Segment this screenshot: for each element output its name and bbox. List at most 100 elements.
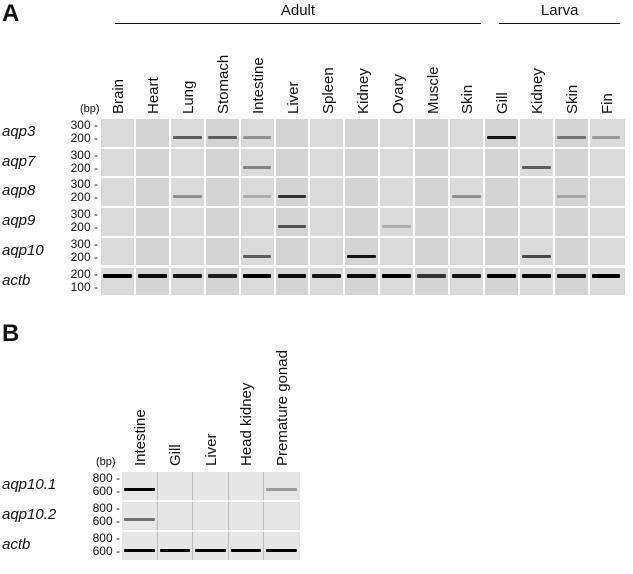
lane-separator bbox=[238, 148, 241, 177]
gel-lane bbox=[205, 119, 239, 147]
gel-lane bbox=[554, 237, 588, 266]
gel-band bbox=[556, 195, 586, 199]
gel-strip-aqp10-2 bbox=[122, 502, 300, 530]
lane-separator bbox=[517, 267, 520, 295]
gel-band bbox=[137, 273, 167, 278]
gel-strip-aqp9 bbox=[101, 208, 625, 236]
lane-separator bbox=[552, 237, 555, 266]
size-marker-lower: 200 bbox=[58, 161, 98, 175]
gel-band bbox=[521, 165, 551, 169]
column-label-muscle: Muscle bbox=[424, 66, 442, 114]
gel-lane bbox=[135, 178, 169, 206]
gel-lane bbox=[345, 178, 379, 206]
gel-lane bbox=[450, 178, 483, 206]
gel-lane bbox=[135, 208, 169, 236]
lane-separator bbox=[238, 208, 241, 236]
lane-separator bbox=[273, 267, 276, 295]
panel-a-letter: A bbox=[2, 0, 20, 27]
gel-lane bbox=[380, 148, 414, 177]
gel-band bbox=[521, 273, 551, 278]
gel-lane bbox=[345, 237, 379, 266]
lane-separator bbox=[263, 472, 264, 500]
gel-lane bbox=[193, 472, 228, 500]
lane-separator bbox=[238, 119, 241, 147]
size-marker-upper: 800 bbox=[78, 531, 120, 545]
gel-lane bbox=[240, 267, 274, 295]
gel-band bbox=[242, 273, 272, 278]
group-line-larva bbox=[498, 23, 621, 24]
gel-lane bbox=[240, 148, 274, 177]
gel-lane bbox=[415, 148, 448, 177]
gel-band bbox=[382, 225, 412, 229]
size-marker-upper: 200 bbox=[58, 267, 98, 281]
gel-band bbox=[277, 225, 307, 229]
lane-separator bbox=[448, 208, 450, 236]
gel-lane bbox=[205, 208, 239, 236]
lane-separator bbox=[482, 119, 485, 147]
gel-lane bbox=[519, 237, 553, 266]
gel-lane bbox=[275, 178, 309, 206]
gel-lane bbox=[264, 502, 299, 530]
lane-separator bbox=[517, 178, 520, 206]
lane-separator bbox=[552, 267, 555, 295]
gene-label-aqp8: aqp8 bbox=[2, 182, 36, 200]
lane-separator bbox=[413, 178, 416, 206]
lane-separator bbox=[378, 267, 381, 295]
column-label-kidney: Kidney bbox=[354, 68, 372, 114]
gel-band bbox=[591, 273, 621, 278]
lane-separator bbox=[482, 237, 485, 266]
gel-lane bbox=[554, 267, 588, 295]
lane-separator bbox=[517, 208, 520, 236]
gel-lane bbox=[205, 237, 239, 266]
size-marker-lower: 200 bbox=[58, 190, 98, 204]
gel-lane bbox=[205, 178, 239, 206]
column-label-brain: Brain bbox=[110, 78, 128, 114]
gene-label-aqp9: aqp9 bbox=[2, 212, 36, 230]
gel-strip-aqp10 bbox=[101, 237, 625, 266]
lane-separator bbox=[273, 208, 276, 236]
size-marker-lower: 200 bbox=[58, 131, 98, 145]
lane-separator bbox=[133, 148, 136, 177]
gel-band bbox=[521, 254, 551, 258]
lane-separator bbox=[192, 472, 193, 500]
gel-lane bbox=[205, 148, 239, 177]
gel-band bbox=[124, 518, 155, 521]
group-line-adult bbox=[115, 23, 481, 24]
gel-lane bbox=[240, 119, 274, 147]
gel-lane bbox=[450, 237, 483, 266]
gel-band bbox=[556, 273, 586, 278]
lane-separator bbox=[227, 472, 229, 500]
gel-band bbox=[277, 273, 307, 278]
lane-separator bbox=[203, 148, 206, 177]
gel-lane bbox=[135, 237, 169, 266]
gel-lane bbox=[310, 267, 344, 295]
lane-separator bbox=[133, 178, 136, 206]
lane-separator bbox=[273, 148, 276, 177]
panel-b-bp-unit: (bp) bbox=[96, 456, 116, 468]
gel-lane bbox=[170, 148, 204, 177]
gel-band bbox=[230, 549, 261, 552]
lane-separator bbox=[413, 267, 416, 295]
gel-band bbox=[103, 273, 132, 278]
gel-lane bbox=[275, 267, 309, 295]
gel-lane bbox=[450, 148, 483, 177]
gel-band bbox=[417, 273, 446, 278]
gel-lane bbox=[450, 208, 483, 236]
gel-band bbox=[452, 195, 481, 199]
gel-band bbox=[159, 549, 190, 552]
gel-lane bbox=[554, 119, 588, 147]
lane-separator bbox=[308, 178, 311, 206]
gel-lane bbox=[101, 208, 134, 236]
size-marker-lower: 600 bbox=[78, 484, 120, 498]
lane-separator bbox=[203, 208, 206, 236]
gel-lane bbox=[554, 178, 588, 206]
gel-band bbox=[124, 549, 155, 552]
lane-separator bbox=[133, 208, 136, 236]
gel-lane bbox=[484, 178, 518, 206]
lane-separator bbox=[238, 267, 241, 295]
column-label-liver: Liver bbox=[202, 433, 220, 466]
gel-lane bbox=[240, 178, 274, 206]
lane-separator bbox=[587, 267, 590, 295]
gel-lane bbox=[589, 148, 623, 177]
gel-lane bbox=[589, 208, 623, 236]
